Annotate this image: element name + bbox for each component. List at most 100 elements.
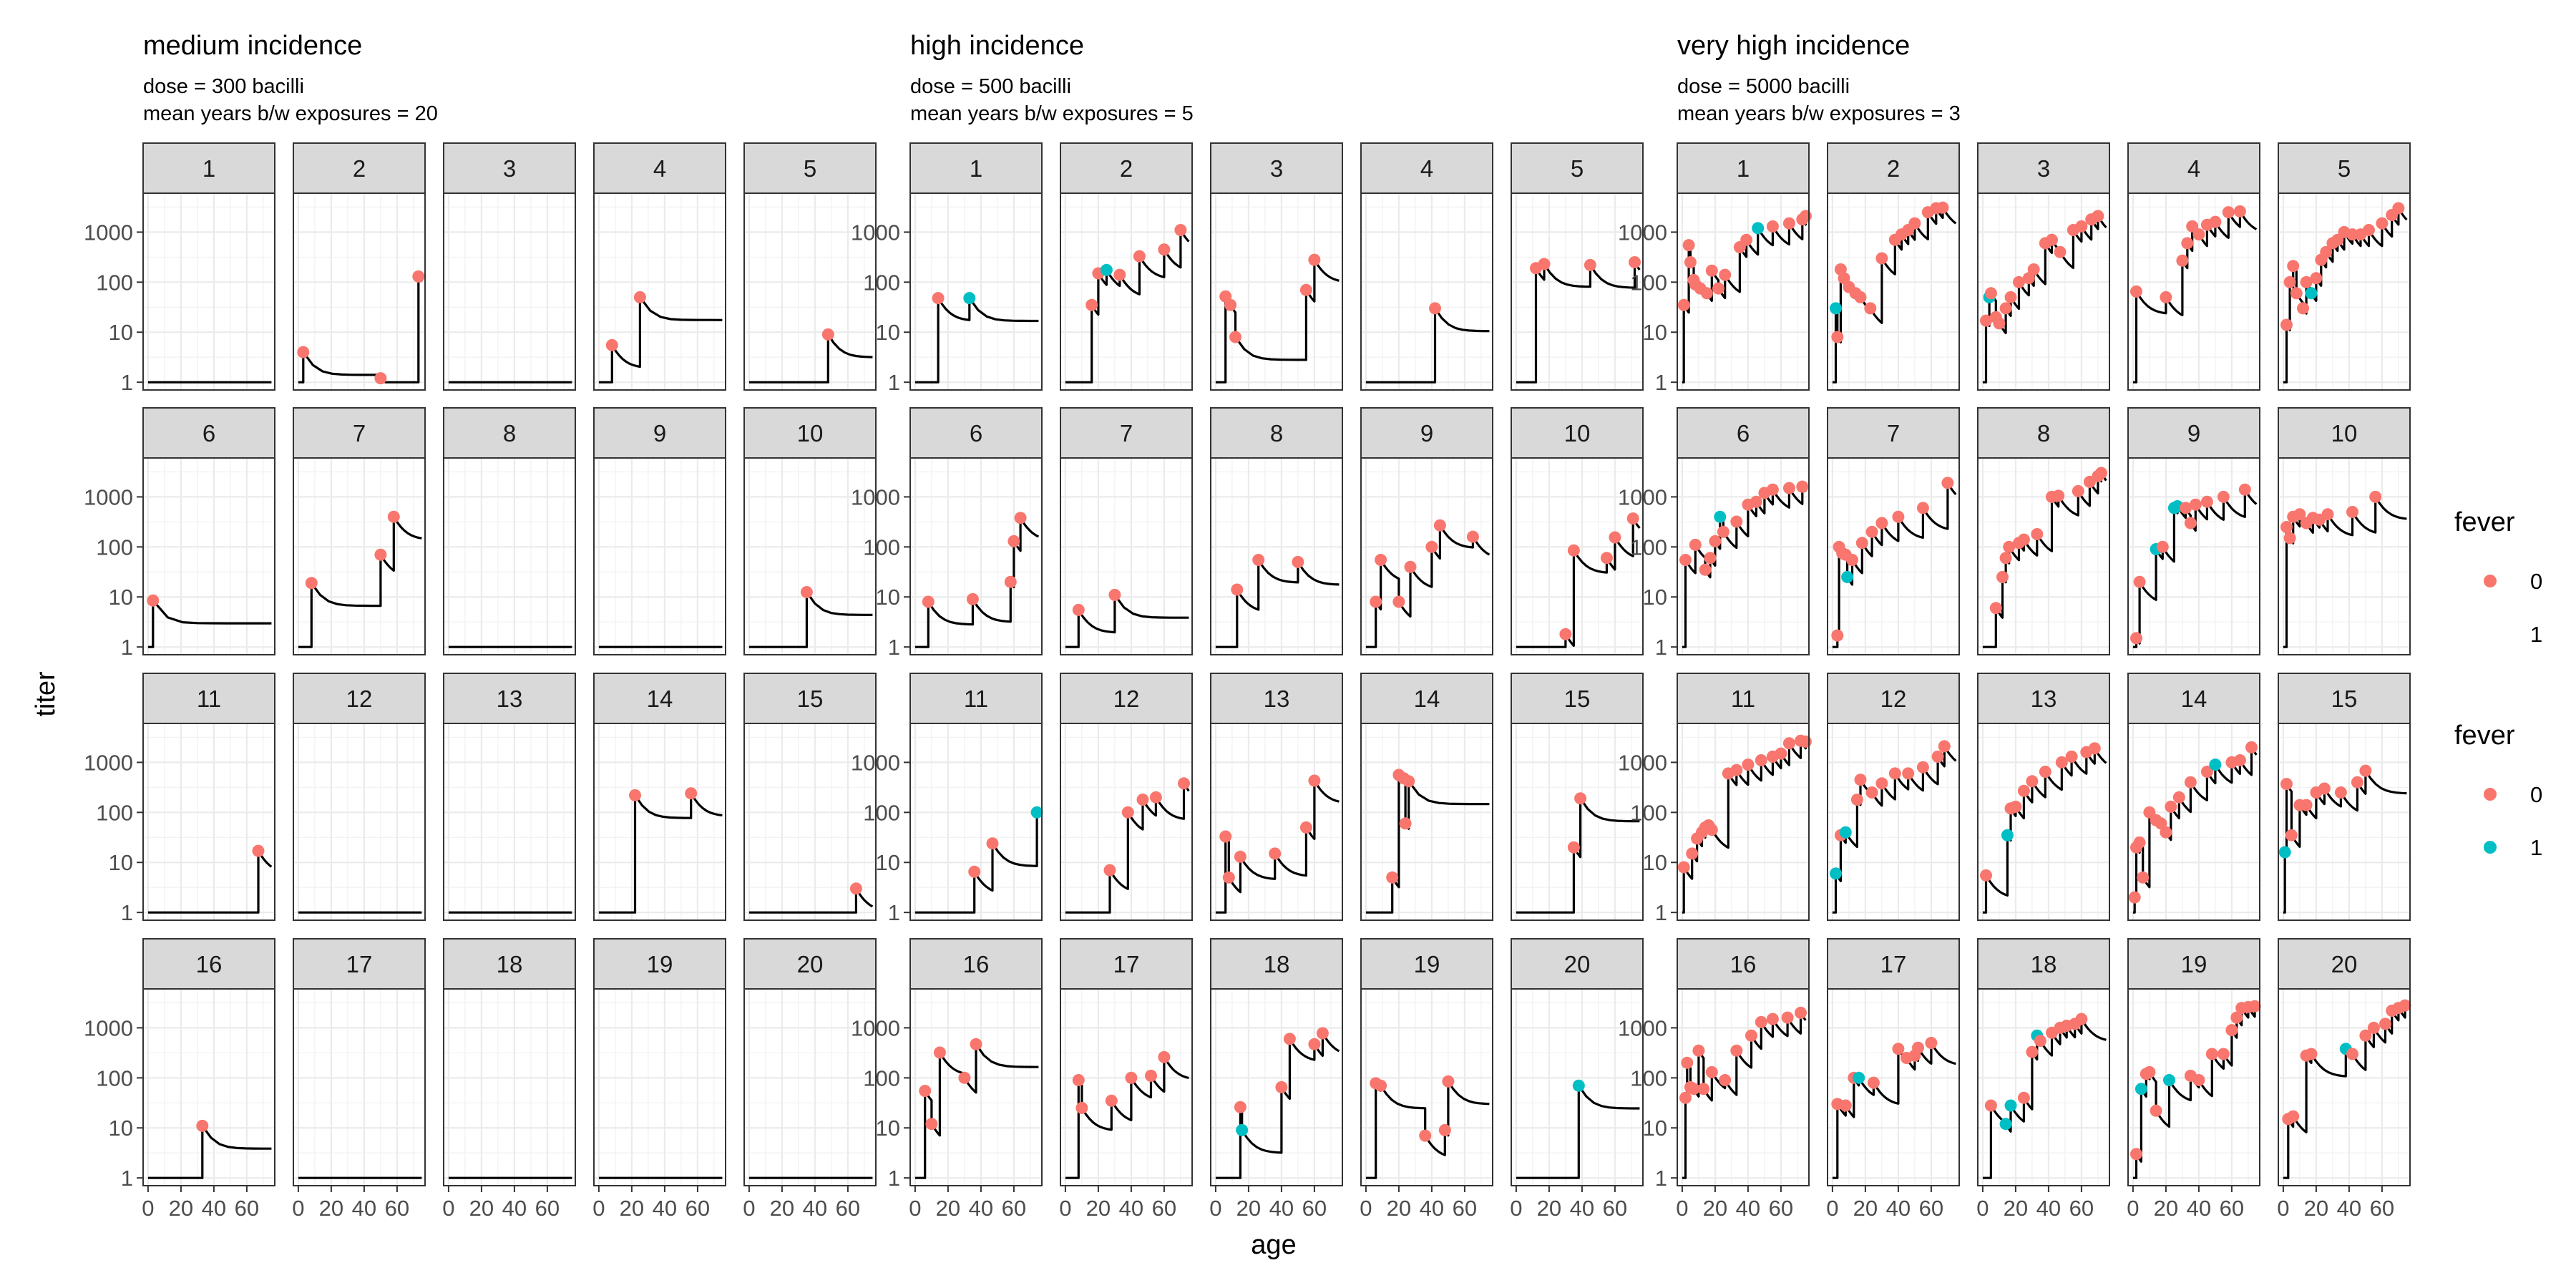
facet-label: 18 bbox=[2031, 951, 2057, 977]
group-subtitle: dose = 500 bacilli bbox=[910, 75, 1071, 98]
point-fever-0 bbox=[2027, 263, 2040, 275]
x-tick-label: 40 bbox=[2036, 1196, 2061, 1221]
facet-strip bbox=[1677, 938, 1810, 990]
point-fever-0 bbox=[966, 592, 979, 605]
point-fever-0 bbox=[2160, 291, 2172, 303]
panel-border bbox=[142, 192, 275, 391]
point-fever-0 bbox=[1004, 575, 1017, 588]
facet-label: 19 bbox=[1414, 951, 1440, 977]
facet-label: 19 bbox=[647, 951, 673, 977]
facet-strip bbox=[593, 938, 726, 990]
facet-strip bbox=[1827, 673, 1960, 724]
facet-label: 2 bbox=[1120, 155, 1133, 182]
y-tick-label: 1 bbox=[888, 635, 900, 660]
point-fever-0 bbox=[2320, 245, 2333, 258]
facet-strip bbox=[293, 407, 426, 459]
panel-background bbox=[594, 193, 726, 390]
point-fever-0 bbox=[1846, 554, 1858, 566]
panel-background bbox=[293, 989, 425, 1186]
point-fever-0 bbox=[1399, 817, 1412, 830]
point-fever-0 bbox=[412, 270, 425, 283]
point-fever-0 bbox=[1229, 331, 1241, 343]
x-tick-label: 40 bbox=[1736, 1196, 1760, 1221]
point-fever-0 bbox=[2300, 799, 2313, 811]
point-fever-0 bbox=[1766, 483, 1779, 496]
y-tick-label: 1000 bbox=[851, 484, 900, 509]
point-fever-0 bbox=[1404, 560, 1417, 573]
facet-panel: 15 bbox=[2278, 673, 2411, 921]
point-fever-0 bbox=[2217, 1048, 2230, 1060]
point-fever-0 bbox=[2283, 532, 2296, 545]
panel-border bbox=[443, 457, 576, 655]
facet-panel: 14 bbox=[1360, 673, 1493, 921]
panel-border bbox=[1677, 988, 1810, 1186]
x-tick-label: 40 bbox=[202, 1196, 226, 1221]
panel-border bbox=[1360, 192, 1493, 391]
point-fever-0 bbox=[1936, 201, 1949, 214]
panel-border bbox=[142, 457, 275, 655]
point-fever-0 bbox=[2376, 217, 2389, 230]
x-tick-label: 60 bbox=[1002, 1196, 1026, 1221]
x-tick-label: 40 bbox=[1119, 1196, 1143, 1221]
facet-label: 7 bbox=[1887, 420, 1900, 447]
facet-label: 7 bbox=[1120, 420, 1133, 447]
point-fever-0 bbox=[1755, 754, 1767, 766]
panel-background bbox=[2278, 723, 2410, 920]
y-tick-label: 1 bbox=[888, 900, 900, 925]
panel-border bbox=[1677, 723, 1810, 921]
facet-strip bbox=[1511, 673, 1644, 724]
point-fever-0 bbox=[2075, 1013, 2088, 1025]
point-fever-0 bbox=[1705, 264, 1718, 277]
titer-line bbox=[1516, 1084, 1640, 1179]
point-fever-1 bbox=[1841, 570, 1854, 583]
point-fever-0 bbox=[2088, 742, 2101, 755]
point-fever-0 bbox=[2133, 836, 2146, 849]
y-tick-label: 10 bbox=[1643, 320, 1667, 345]
point-fever-0 bbox=[2128, 891, 2141, 904]
point-fever-0 bbox=[970, 1038, 982, 1050]
legend-title: fever bbox=[2454, 507, 2515, 537]
facet-strip bbox=[1210, 938, 1343, 990]
facet-panel: 12 bbox=[1060, 673, 1193, 921]
panel-background bbox=[2128, 723, 2260, 920]
facet-label: 4 bbox=[653, 155, 666, 182]
x-tick-label: 20 bbox=[936, 1196, 960, 1221]
point-fever-0 bbox=[2192, 1074, 2205, 1086]
facet-label: 8 bbox=[2037, 420, 2050, 447]
x-tick-label: 0 bbox=[1676, 1196, 1688, 1221]
point-fever-1 bbox=[1999, 1118, 2012, 1131]
facet-strip bbox=[2127, 938, 2260, 990]
point-fever-1 bbox=[2305, 287, 2318, 300]
facet-strip bbox=[1677, 407, 1810, 459]
point-fever-0 bbox=[2046, 233, 2058, 246]
panel-border bbox=[293, 192, 426, 391]
point-fever-0 bbox=[1234, 1101, 1246, 1113]
facet-panel: 20 0 20 40 60 bbox=[1510, 938, 1644, 1221]
point-fever-0 bbox=[2200, 766, 2213, 778]
point-fever-0 bbox=[2009, 800, 2022, 813]
facet-strip bbox=[1060, 407, 1193, 459]
facet-label: 11 bbox=[1731, 686, 1755, 712]
point-fever-0 bbox=[2156, 540, 2169, 553]
point-fever-1 bbox=[2004, 1099, 2017, 1112]
panel-background bbox=[2278, 458, 2410, 655]
x-tick-label: 0 bbox=[292, 1196, 304, 1221]
point-fever-1 bbox=[1752, 222, 1765, 235]
x-tick-label: 0 bbox=[1826, 1196, 1838, 1221]
point-fever-0 bbox=[2310, 272, 2323, 285]
point-fever-0 bbox=[2186, 220, 2199, 233]
facet-label: 14 bbox=[2181, 686, 2207, 712]
point-fever-1 bbox=[2209, 758, 2222, 771]
point-fever-0 bbox=[2180, 502, 2192, 514]
point-fever-0 bbox=[1626, 512, 1639, 525]
x-tick-label: 40 bbox=[1269, 1196, 1294, 1221]
panel-border bbox=[2127, 192, 2260, 391]
panel-border bbox=[1360, 988, 1493, 1186]
facet-label: 2 bbox=[1887, 155, 1900, 182]
y-tick-label: 100 bbox=[1630, 270, 1667, 295]
facet-panel: 16 1 10 100 1000 0 20 40 60 bbox=[1618, 938, 1810, 1221]
facet-strip bbox=[1360, 938, 1493, 990]
x-tick-label: 60 bbox=[836, 1196, 860, 1221]
